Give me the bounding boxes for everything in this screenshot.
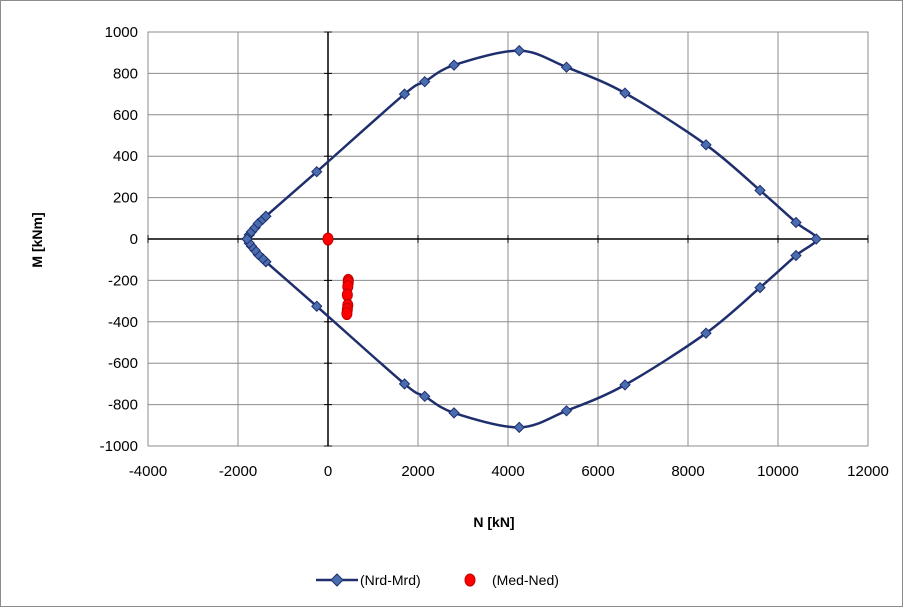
data-point-nrd-mrd xyxy=(560,61,573,73)
x-tick-label: -2000 xyxy=(219,463,257,480)
y-axis-title: M [kNm] xyxy=(29,212,45,267)
data-point-nrd-mrd xyxy=(513,421,525,434)
series-layer xyxy=(241,44,822,434)
legend-label-nrd-mrd: (Nrd-Mrd) xyxy=(360,572,421,588)
data-point-med-ned xyxy=(322,232,334,246)
legend-label-med-ned: (Med-Ned) xyxy=(492,572,559,588)
x-tick-label: 8000 xyxy=(671,463,704,480)
y-tick-label: -200 xyxy=(108,272,138,289)
y-tick-label: -400 xyxy=(108,314,138,331)
y-tick-label: -1000 xyxy=(100,438,138,455)
y-tick-label: 0 xyxy=(130,231,138,248)
legend-marker-med-ned xyxy=(464,573,476,587)
x-tick-label: 12000 xyxy=(847,463,889,480)
data-point-nrd-mrd xyxy=(419,390,431,403)
y-tick-label: 1000 xyxy=(105,24,138,41)
x-tick-label: 0 xyxy=(324,463,332,480)
x-tick-label: 2000 xyxy=(401,463,434,480)
x-tick-label: 6000 xyxy=(581,463,614,480)
x-tick-label: 4000 xyxy=(491,463,524,480)
y-tick-label: 600 xyxy=(113,107,138,124)
data-point-nrd-mrd xyxy=(790,216,802,229)
data-point-nrd-mrd xyxy=(311,300,323,312)
data-point-nrd-mrd xyxy=(419,75,431,88)
y-tick-label: 200 xyxy=(113,190,138,207)
data-point-nrd-mrd xyxy=(754,184,766,197)
data-point-nrd-mrd xyxy=(241,233,253,245)
data-point-nrd-mrd xyxy=(398,378,411,390)
data-point-nrd-mrd xyxy=(619,379,631,391)
data-point-nrd-mrd xyxy=(619,87,631,99)
data-point-nrd-mrd xyxy=(513,44,525,57)
data-point-nrd-mrd xyxy=(560,405,573,417)
y-tick-label: 800 xyxy=(113,65,138,82)
data-point-nrd-mrd xyxy=(260,210,272,222)
y-tick-labels: -1000 -800 -600 -400 -200 0 200 400 600 800 1000 xyxy=(100,24,138,455)
legend-entry-nrd-mrd: (Nrd-Mrd) xyxy=(316,572,421,588)
legend: (Nrd-Mrd) (Med-Ned) xyxy=(316,572,559,588)
x-tick-labels: -4000 -2000 0 2000 4000 6000 8000 10000 12000 xyxy=(129,463,889,480)
x-tick-label: 10000 xyxy=(757,463,799,480)
legend-marker-nrd-mrd xyxy=(330,573,344,587)
data-point-nrd-mrd xyxy=(311,166,323,178)
x-tick-label: -4000 xyxy=(129,463,167,480)
data-point-med-ned xyxy=(341,307,353,321)
data-point-nrd-mrd xyxy=(810,233,822,245)
y-tick-label: 400 xyxy=(113,148,138,165)
data-point-nrd-mrd xyxy=(700,139,712,151)
data-point-nrd-mrd xyxy=(700,327,712,339)
data-point-nrd-mrd xyxy=(398,88,411,100)
data-point-nrd-mrd xyxy=(790,249,802,262)
data-point-nrd-mrd xyxy=(448,407,460,419)
y-tick-label: -800 xyxy=(108,397,138,414)
legend-entry-med-ned: (Med-Ned) xyxy=(464,572,559,588)
data-point-nrd-mrd xyxy=(754,281,766,294)
x-axis-title: N [kN] xyxy=(473,514,514,530)
data-point-nrd-mrd xyxy=(448,59,460,71)
y-tick-label: -600 xyxy=(108,355,138,372)
